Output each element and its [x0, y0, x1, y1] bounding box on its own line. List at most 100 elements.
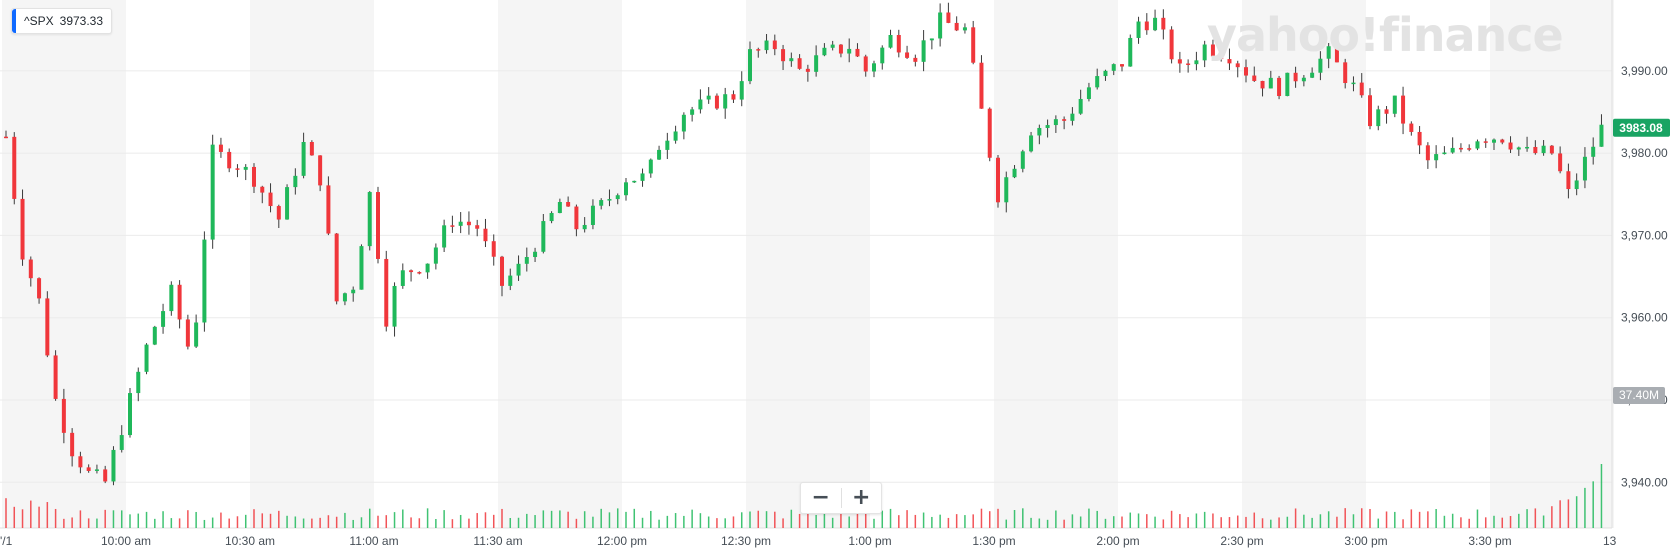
zoom-in-button[interactable]: +: [841, 483, 881, 513]
volume-bar: [526, 513, 528, 528]
candle-body: [706, 95, 711, 100]
volume-bar: [1146, 514, 1148, 528]
volume-bar: [195, 511, 197, 528]
volume-bar: [410, 517, 412, 528]
volume-bar: [286, 515, 288, 528]
candle-body: [491, 241, 496, 257]
volume-bar: [641, 517, 644, 528]
candle-body: [376, 192, 380, 259]
volume-bar: [385, 515, 388, 528]
volume-bar: [71, 517, 73, 528]
candle-body: [1334, 46, 1339, 63]
candle-body: [748, 49, 752, 82]
volume-bar: [815, 514, 817, 528]
candle-body: [657, 149, 662, 160]
candle-body: [37, 278, 42, 299]
y-tick-label: 3,960.00: [1621, 311, 1668, 325]
candle-body: [1111, 64, 1116, 71]
volume-bar: [939, 514, 941, 528]
volume-bar: [327, 515, 330, 528]
volume-bar: [633, 508, 636, 528]
volume-bar: [749, 511, 751, 528]
candle-body: [681, 114, 686, 132]
candle-body: [516, 263, 521, 276]
candlesticks[interactable]: [4, 2, 1604, 486]
volume-bar: [831, 517, 834, 528]
volume-bar: [1575, 496, 1578, 528]
volume-bar: [1038, 518, 1041, 528]
volume-bar: [1195, 513, 1198, 528]
candle-body: [599, 200, 604, 206]
zoom-out-button[interactable]: −: [801, 483, 841, 513]
ticker-label[interactable]: ^SPX 3973.33: [11, 8, 113, 34]
volume-bar: [955, 514, 958, 528]
volume-bar: [38, 506, 40, 528]
candle-body: [500, 256, 504, 286]
candle-body: [1012, 168, 1017, 178]
candle-body: [1492, 139, 1496, 143]
candle-body: [1037, 127, 1042, 136]
volume-bar: [1369, 509, 1371, 528]
volume-bar: [691, 509, 693, 528]
time-band: [746, 0, 870, 528]
volume-bar: [278, 510, 280, 528]
volume-bar: [1451, 513, 1454, 528]
x-tick-label: 1:30 pm: [972, 534, 1015, 548]
candle-body: [954, 22, 959, 31]
candle-body: [1318, 58, 1323, 73]
candle-body: [1508, 142, 1513, 150]
volume-bar: [468, 518, 470, 528]
candle-body: [822, 47, 827, 56]
volume-bar: [542, 510, 545, 528]
volume-bar: [178, 518, 181, 528]
volume-bar: [1360, 508, 1363, 528]
y-tick-label: 3,980.00: [1621, 146, 1668, 160]
volume-bar: [1270, 519, 1272, 528]
volume-bar: [311, 518, 313, 528]
candle-body: [1384, 109, 1389, 114]
time-band: [1490, 0, 1614, 528]
candle-body: [1153, 17, 1158, 31]
candle-body: [574, 206, 579, 230]
volume-bar: [1311, 517, 1313, 528]
candle-body: [714, 95, 719, 109]
candle-body: [1458, 147, 1463, 150]
candle-body: [111, 449, 116, 482]
volume-bar: [1484, 517, 1487, 528]
candle-body: [1062, 119, 1067, 121]
x-tick-label: 11:00 am: [349, 534, 398, 548]
last-price-label: 3983.08: [1619, 121, 1663, 135]
volume-bar: [1468, 518, 1470, 528]
volume-bar: [1327, 511, 1330, 528]
candle-body: [1244, 67, 1248, 76]
candle-body: [45, 298, 50, 356]
volume-bar: [1187, 517, 1189, 528]
candle-body: [1582, 156, 1587, 181]
volume-bar: [1203, 511, 1206, 528]
volume-bar: [567, 511, 569, 528]
y-axis: 3,990.003,980.003,970.003,960.003,950.00…: [1621, 64, 1668, 489]
x-tick-label: 10:00 am: [101, 534, 151, 548]
candle-body: [1574, 180, 1579, 190]
candle-body: [1053, 119, 1058, 126]
candle-body: [1086, 87, 1091, 99]
volume-bar: [368, 508, 371, 528]
candle-body: [1376, 109, 1381, 127]
candle-body: [1293, 72, 1298, 82]
candle-body: [458, 221, 463, 226]
volume-bar: [608, 512, 611, 528]
volume-bar: [96, 518, 98, 528]
volume-label: 37.40M: [1619, 388, 1659, 402]
volume-bar: [988, 511, 991, 528]
volume-bar: [1518, 513, 1520, 528]
candle-body: [1417, 131, 1422, 146]
x-axis: '/1 10:00 am 10:30 am 11:00 am 11:30 am 12:00…: [0, 534, 1617, 548]
x-tick-label: 1:00 pm: [848, 534, 891, 548]
volume-bar: [1559, 500, 1561, 528]
volume-bar: [1427, 511, 1429, 528]
volume-bar: [864, 513, 867, 528]
candle-body: [814, 55, 819, 72]
volume-bar: [145, 511, 148, 528]
candle-body: [1368, 95, 1372, 127]
